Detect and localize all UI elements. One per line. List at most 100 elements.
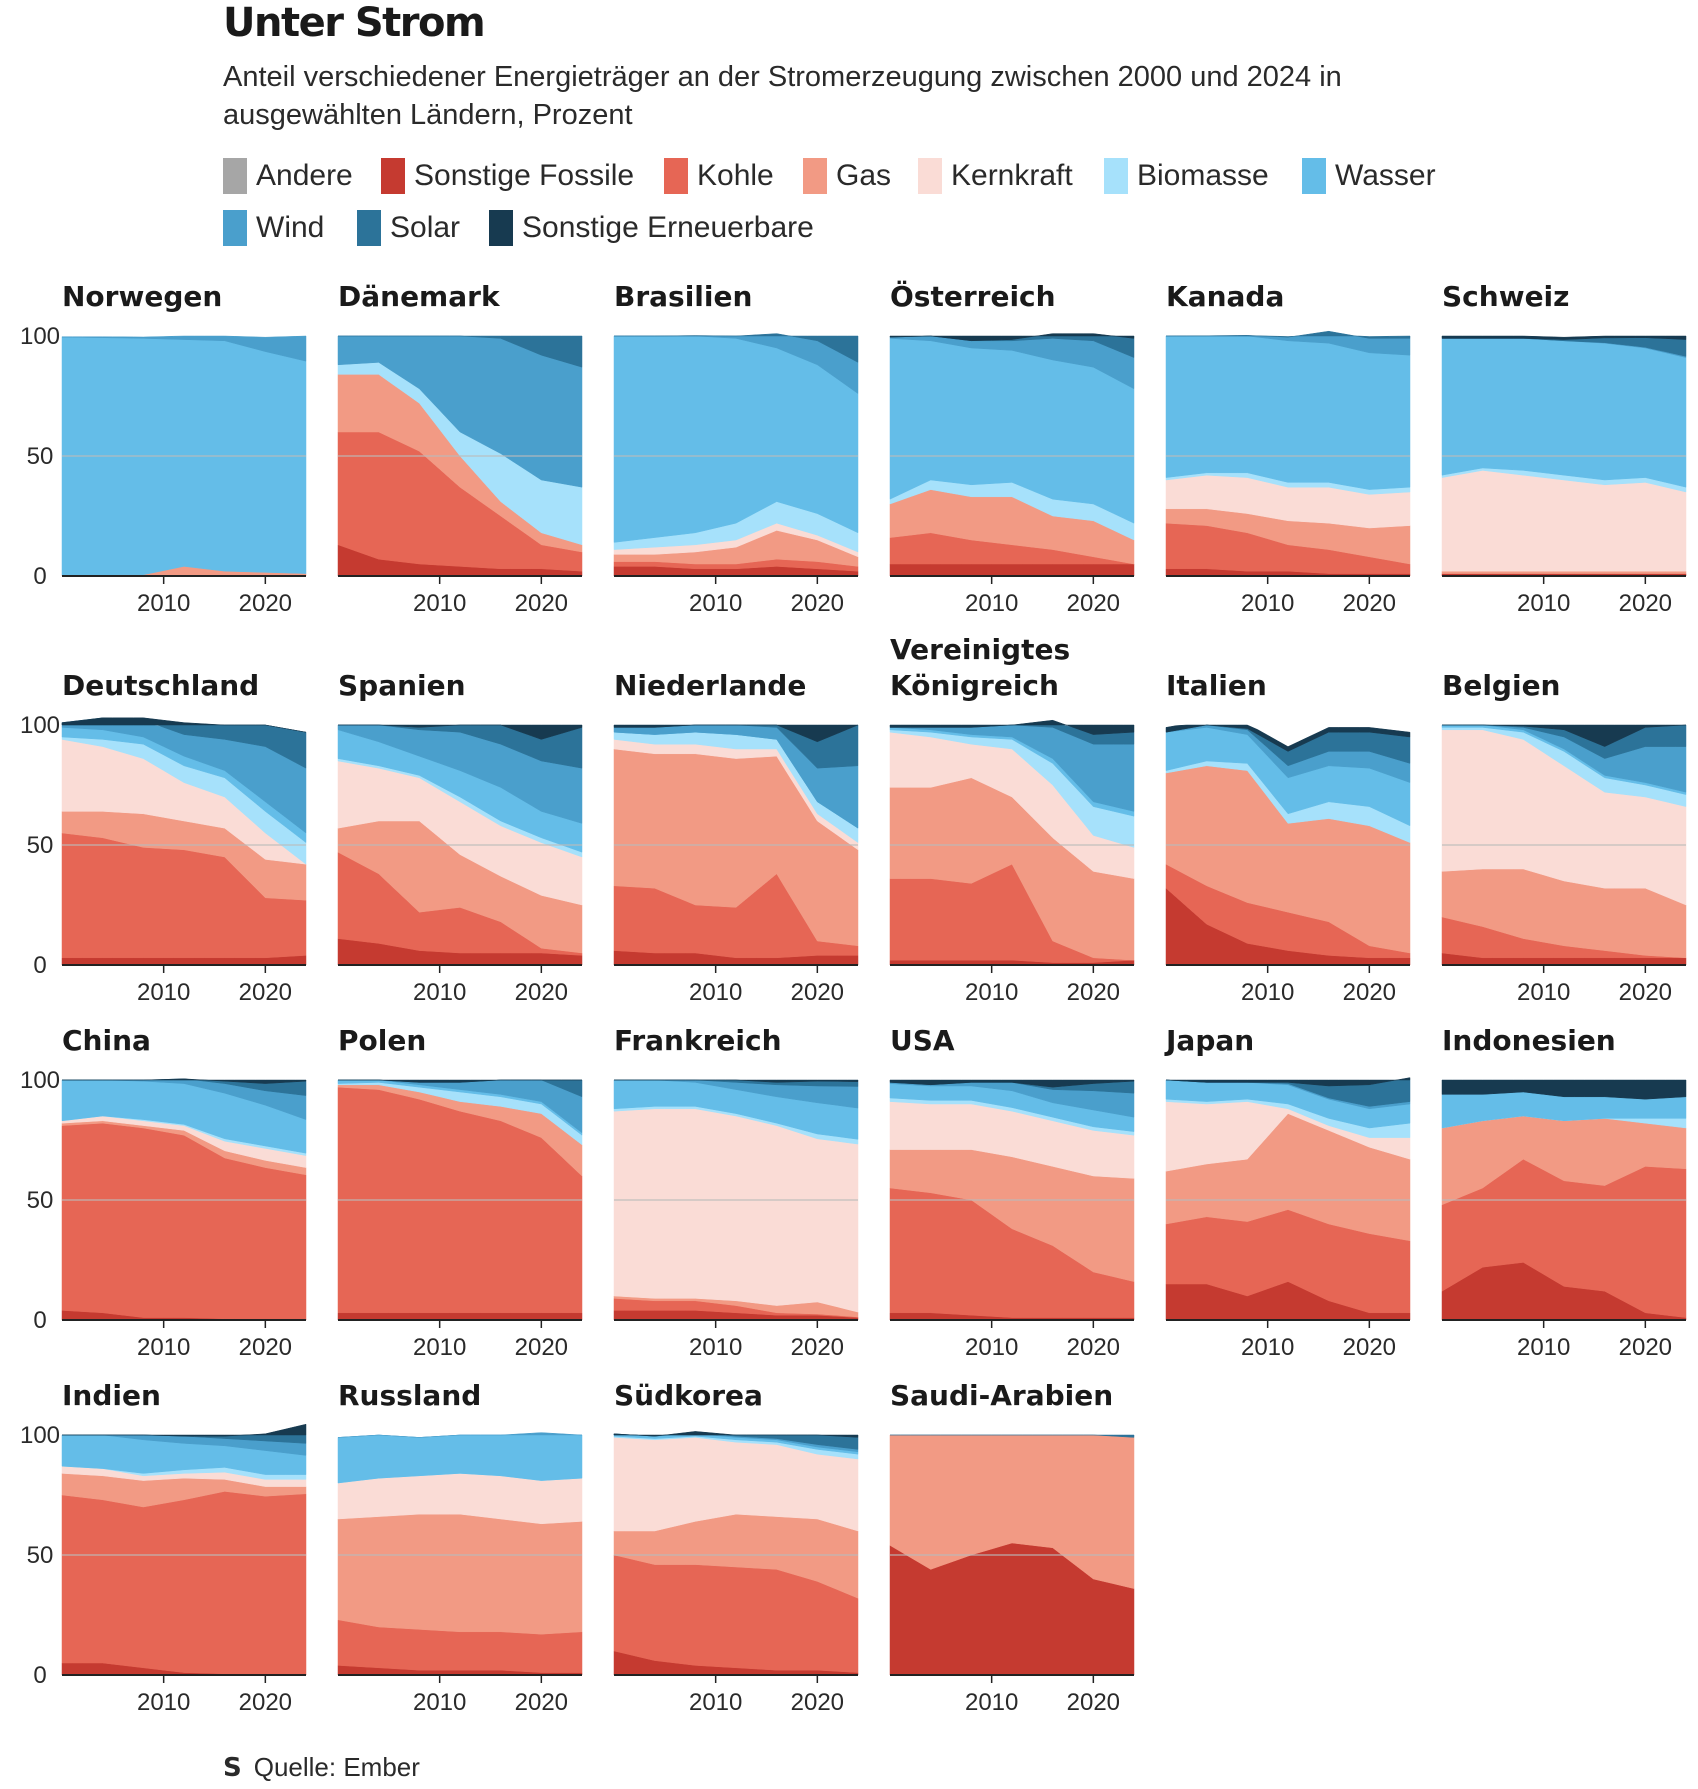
x-tick-label-2010: 2010 xyxy=(1241,590,1294,617)
area-schweiz-wasser xyxy=(1441,338,1687,488)
panel-spanien: Spanien 2010 2020 xyxy=(337,669,583,1006)
legend-swatch-kernkraft xyxy=(918,158,942,194)
panel-title-china: China xyxy=(62,1024,151,1057)
legend-swatch-andere xyxy=(223,158,247,194)
x-tick-label-2020: 2020 xyxy=(1067,979,1120,1006)
area-norwegen-wind xyxy=(61,335,307,362)
panel-belgien: Belgien 2010 2020 xyxy=(1441,669,1687,1006)
x-tick-label-2020: 2020 xyxy=(1619,979,1672,1006)
x-tick-label-2010: 2010 xyxy=(413,1689,466,1716)
x-tick-label-2020: 2020 xyxy=(1619,590,1672,617)
x-tick-label-2020: 2020 xyxy=(515,1689,568,1716)
panel-title-polen: Polen xyxy=(338,1024,426,1057)
area-vereinigtes-konigreich-sonstige-erneuerbare xyxy=(889,719,1135,735)
panel-osterreich: Österreich 2010 2020 xyxy=(889,279,1135,617)
panel-title-italien: Italien xyxy=(1166,669,1267,702)
legend-label-sonstige-fossile: Sonstige Fossile xyxy=(414,159,635,192)
panel-norwegen: Norwegen 2010 2020 0 50 100 xyxy=(20,280,307,617)
panel-usa: USA 2010 2020 xyxy=(889,1024,1135,1361)
panel-china: China 2010 2020 0 50 100 xyxy=(20,1024,307,1361)
panel-polen: Polen 2010 2020 xyxy=(337,1024,583,1361)
y-tick-label-50: 50 xyxy=(27,832,54,859)
chart-subtitle: Anteil verschiedener Energieträger an de… xyxy=(223,61,1342,131)
area-italien-sonstige-erneuerbare xyxy=(1165,724,1411,752)
panel-schweiz: Schweiz 2010 2020 xyxy=(1441,280,1687,617)
panel-title-danemark: Dänemark xyxy=(338,280,501,313)
x-tick-label-2010: 2010 xyxy=(965,1689,1018,1716)
x-tick-label-2020: 2020 xyxy=(791,979,844,1006)
x-tick-label-2010: 2010 xyxy=(689,1334,742,1361)
x-tick-label-2020: 2020 xyxy=(1067,1689,1120,1716)
y-tick-label-100: 100 xyxy=(20,1067,60,1094)
panel-title-saudi-arabien: Saudi-Arabien xyxy=(890,1379,1113,1412)
x-tick-label-2010: 2010 xyxy=(1241,1334,1294,1361)
area-indien-kohle xyxy=(61,1491,307,1675)
y-tick-label-50: 50 xyxy=(27,1187,54,1214)
legend-item-gas: Gas xyxy=(803,158,891,194)
x-tick-label-2010: 2010 xyxy=(413,979,466,1006)
area-sudkorea-sonstige-erneuerbare xyxy=(613,1431,859,1438)
x-tick-label-2020: 2020 xyxy=(515,1334,568,1361)
y-tick-label-50: 50 xyxy=(27,443,54,470)
area-spanien-sonstige-erneuerbare xyxy=(338,724,583,740)
legend-item-wasser: Wasser xyxy=(1302,158,1436,194)
panel-title-indonesien: Indonesien xyxy=(1442,1024,1616,1057)
legend-swatch-wind xyxy=(223,210,247,246)
x-tick-label-2020: 2020 xyxy=(515,979,568,1006)
area-belgien-sonstige-erneuerbare xyxy=(1442,724,1687,747)
legend-swatch-gas xyxy=(803,158,827,194)
area-osterreich-sonstige-fossile xyxy=(889,563,1135,577)
panel-niederlande: Niederlande 2010 2020 xyxy=(613,669,859,1006)
panel-russland: Russland 2010 2020 xyxy=(337,1379,583,1716)
y-tick-label-0: 0 xyxy=(33,1307,46,1334)
panel-frankreich: Frankreich 2010 2020 xyxy=(613,1024,859,1361)
x-tick-label-2020: 2020 xyxy=(791,1689,844,1716)
x-tick-label-2010: 2010 xyxy=(1241,979,1294,1006)
area-russland-gas xyxy=(337,1513,583,1635)
panel-title-russland: Russland xyxy=(338,1379,481,1412)
x-tick-label-2010: 2010 xyxy=(137,1334,190,1361)
x-tick-label-2010: 2010 xyxy=(965,979,1018,1006)
panel-title-spanien: Spanien xyxy=(338,669,466,702)
panel-title-osterreich: Österreich xyxy=(890,279,1056,313)
x-tick-label-2020: 2020 xyxy=(515,590,568,617)
x-tick-label-2020: 2020 xyxy=(1343,1334,1396,1361)
area-frankreich-sonstige-erneuerbare xyxy=(614,1079,859,1083)
panel-deutschland: Deutschland 2010 2020 0 50 100 xyxy=(20,669,307,1006)
area-brasilien-solar xyxy=(614,333,859,363)
x-tick-label-2010: 2010 xyxy=(137,590,190,617)
panel-title-norwegen: Norwegen xyxy=(62,280,222,313)
panel-indien: Indien 2010 2020 0 50 100 xyxy=(20,1379,307,1716)
panel-kanada: Kanada 2010 2020 xyxy=(1165,280,1411,617)
area-russland-wind xyxy=(337,1432,583,1438)
legend-label-gas: Gas xyxy=(836,159,892,192)
x-tick-label-2010: 2010 xyxy=(1517,1334,1570,1361)
panel-title-japan: Japan xyxy=(1164,1024,1254,1057)
panel-title-indien: Indien xyxy=(62,1379,161,1412)
area-deutschland-sonstige-erneuerbare xyxy=(61,717,307,733)
area-polen-sonstige-fossile xyxy=(337,1312,583,1321)
panel-saudi-arabien: Saudi-Arabien 2010 2020 xyxy=(889,1379,1135,1716)
legend-label-kernkraft: Kernkraft xyxy=(951,159,1073,192)
x-tick-label-2020: 2020 xyxy=(1343,979,1396,1006)
x-tick-label-2020: 2020 xyxy=(1067,590,1120,617)
legend-label-kohle: Kohle xyxy=(697,159,774,192)
x-tick-label-2010: 2010 xyxy=(1517,590,1570,617)
x-tick-label-2020: 2020 xyxy=(1067,1334,1120,1361)
x-tick-label-2020: 2020 xyxy=(239,1689,292,1716)
y-tick-label-100: 100 xyxy=(20,1422,60,1449)
area-china-sonstige-erneuerbare xyxy=(62,1078,307,1084)
x-tick-label-2020: 2020 xyxy=(1343,590,1396,617)
legend-label-wind: Wind xyxy=(256,211,325,244)
legend-swatch-kohle xyxy=(664,158,688,194)
legend-item-kernkraft: Kernkraft xyxy=(918,158,1073,194)
x-tick-label-2020: 2020 xyxy=(239,590,292,617)
area-schweiz-kernkraft xyxy=(1441,470,1687,572)
x-tick-label-2010: 2010 xyxy=(689,1689,742,1716)
x-tick-label-2020: 2020 xyxy=(239,1334,292,1361)
legend-item-wind: Wind xyxy=(223,210,324,246)
panel-title-schweiz: Schweiz xyxy=(1442,280,1569,313)
area-usa-sonstige-erneuerbare xyxy=(889,1079,1135,1088)
area-danemark-solar xyxy=(338,335,583,368)
